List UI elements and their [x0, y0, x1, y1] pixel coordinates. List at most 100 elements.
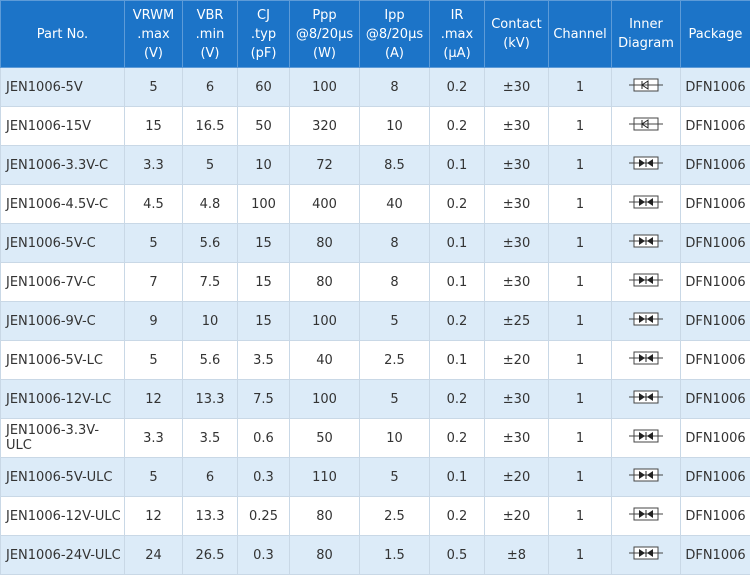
cell: 8: [360, 224, 430, 263]
cell: 5: [183, 146, 238, 185]
diagram-cell: [612, 302, 681, 341]
cell: 0.6: [238, 419, 290, 458]
header-cell: VRWM.max(V): [125, 1, 183, 68]
part-number: JEN1006-12V-ULC: [1, 497, 125, 536]
cell: ±30: [485, 224, 549, 263]
cell: 5: [125, 458, 183, 497]
cell: 9: [125, 302, 183, 341]
diagram-cell: [612, 263, 681, 302]
cell: ±30: [485, 263, 549, 302]
cell: DFN1006: [681, 263, 750, 302]
header-text: Contact: [485, 15, 548, 34]
header-cell: Package: [681, 1, 750, 68]
cell: 15: [238, 224, 290, 263]
cell: ±30: [485, 380, 549, 419]
header-cell: Contact(kV): [485, 1, 549, 68]
cell: 0.1: [430, 224, 485, 263]
cell: ±20: [485, 458, 549, 497]
header-text: (kV): [485, 34, 548, 53]
cell: 10: [360, 419, 430, 458]
header-text: (μA): [430, 44, 484, 63]
cell: 5: [125, 341, 183, 380]
part-number: JEN1006-4.5V-C: [1, 185, 125, 224]
cell: 1: [549, 68, 612, 107]
diode-icon: [629, 390, 663, 404]
cell: 1: [549, 419, 612, 458]
cell: 1: [549, 341, 612, 380]
cell: 0.2: [430, 419, 485, 458]
header-text: CJ: [238, 6, 289, 25]
cell: 15: [125, 107, 183, 146]
cell: ±25: [485, 302, 549, 341]
header-text: IR: [430, 6, 484, 25]
cell: 0.1: [430, 458, 485, 497]
cell: 0.25: [238, 497, 290, 536]
cell: 5: [360, 380, 430, 419]
cell: 320: [290, 107, 360, 146]
diagram-cell: [612, 224, 681, 263]
header-text: Package: [681, 25, 750, 44]
cell: 5: [125, 224, 183, 263]
cell: 1: [549, 302, 612, 341]
cell: 100: [290, 302, 360, 341]
header-cell: VBR.min(V): [183, 1, 238, 68]
cell: DFN1006: [681, 68, 750, 107]
cell: 12: [125, 380, 183, 419]
cell: 13.3: [183, 497, 238, 536]
header-cell: Channel: [549, 1, 612, 68]
cell: 80: [290, 224, 360, 263]
cell: 50: [290, 419, 360, 458]
cell: ±30: [485, 146, 549, 185]
cell: 0.1: [430, 341, 485, 380]
cell: 15: [238, 302, 290, 341]
header-text: VRWM: [125, 6, 182, 25]
header-text: (pF): [238, 44, 289, 63]
cell: 0.2: [430, 185, 485, 224]
header-text: .min: [183, 25, 237, 44]
cell: 10: [238, 146, 290, 185]
cell: ±30: [485, 185, 549, 224]
cell: 40: [290, 341, 360, 380]
header-text: (W): [290, 44, 359, 63]
cell: 50: [238, 107, 290, 146]
cell: 6: [183, 68, 238, 107]
cell: 1: [549, 107, 612, 146]
cell: DFN1006: [681, 458, 750, 497]
cell: ±30: [485, 68, 549, 107]
cell: 10: [360, 107, 430, 146]
cell: ±30: [485, 107, 549, 146]
header-cell: CJ.typ(pF): [238, 1, 290, 68]
cell: 1: [549, 185, 612, 224]
part-number: JEN1006-5V-LC: [1, 341, 125, 380]
part-number: JEN1006-7V-C: [1, 263, 125, 302]
cell: 5.6: [183, 341, 238, 380]
cell: 8: [360, 263, 430, 302]
cell: 72: [290, 146, 360, 185]
cell: 7.5: [183, 263, 238, 302]
diagram-cell: [612, 341, 681, 380]
diagram-cell: [612, 458, 681, 497]
cell: 12: [125, 497, 183, 536]
part-number: JEN1006-3.3V-ULC: [1, 419, 125, 458]
cell: 80: [290, 536, 360, 575]
cell: 3.3: [125, 146, 183, 185]
part-number: JEN1006-15V: [1, 107, 125, 146]
cell: DFN1006: [681, 185, 750, 224]
part-number: JEN1006-5V-C: [1, 224, 125, 263]
header-text: Channel: [549, 25, 611, 44]
cell: 15: [238, 263, 290, 302]
cell: 1: [549, 458, 612, 497]
diode-icon: [629, 312, 663, 326]
cell: 0.2: [430, 68, 485, 107]
header-text: .max: [125, 25, 182, 44]
cell: 0.3: [238, 536, 290, 575]
header-text: Ipp: [360, 6, 429, 25]
